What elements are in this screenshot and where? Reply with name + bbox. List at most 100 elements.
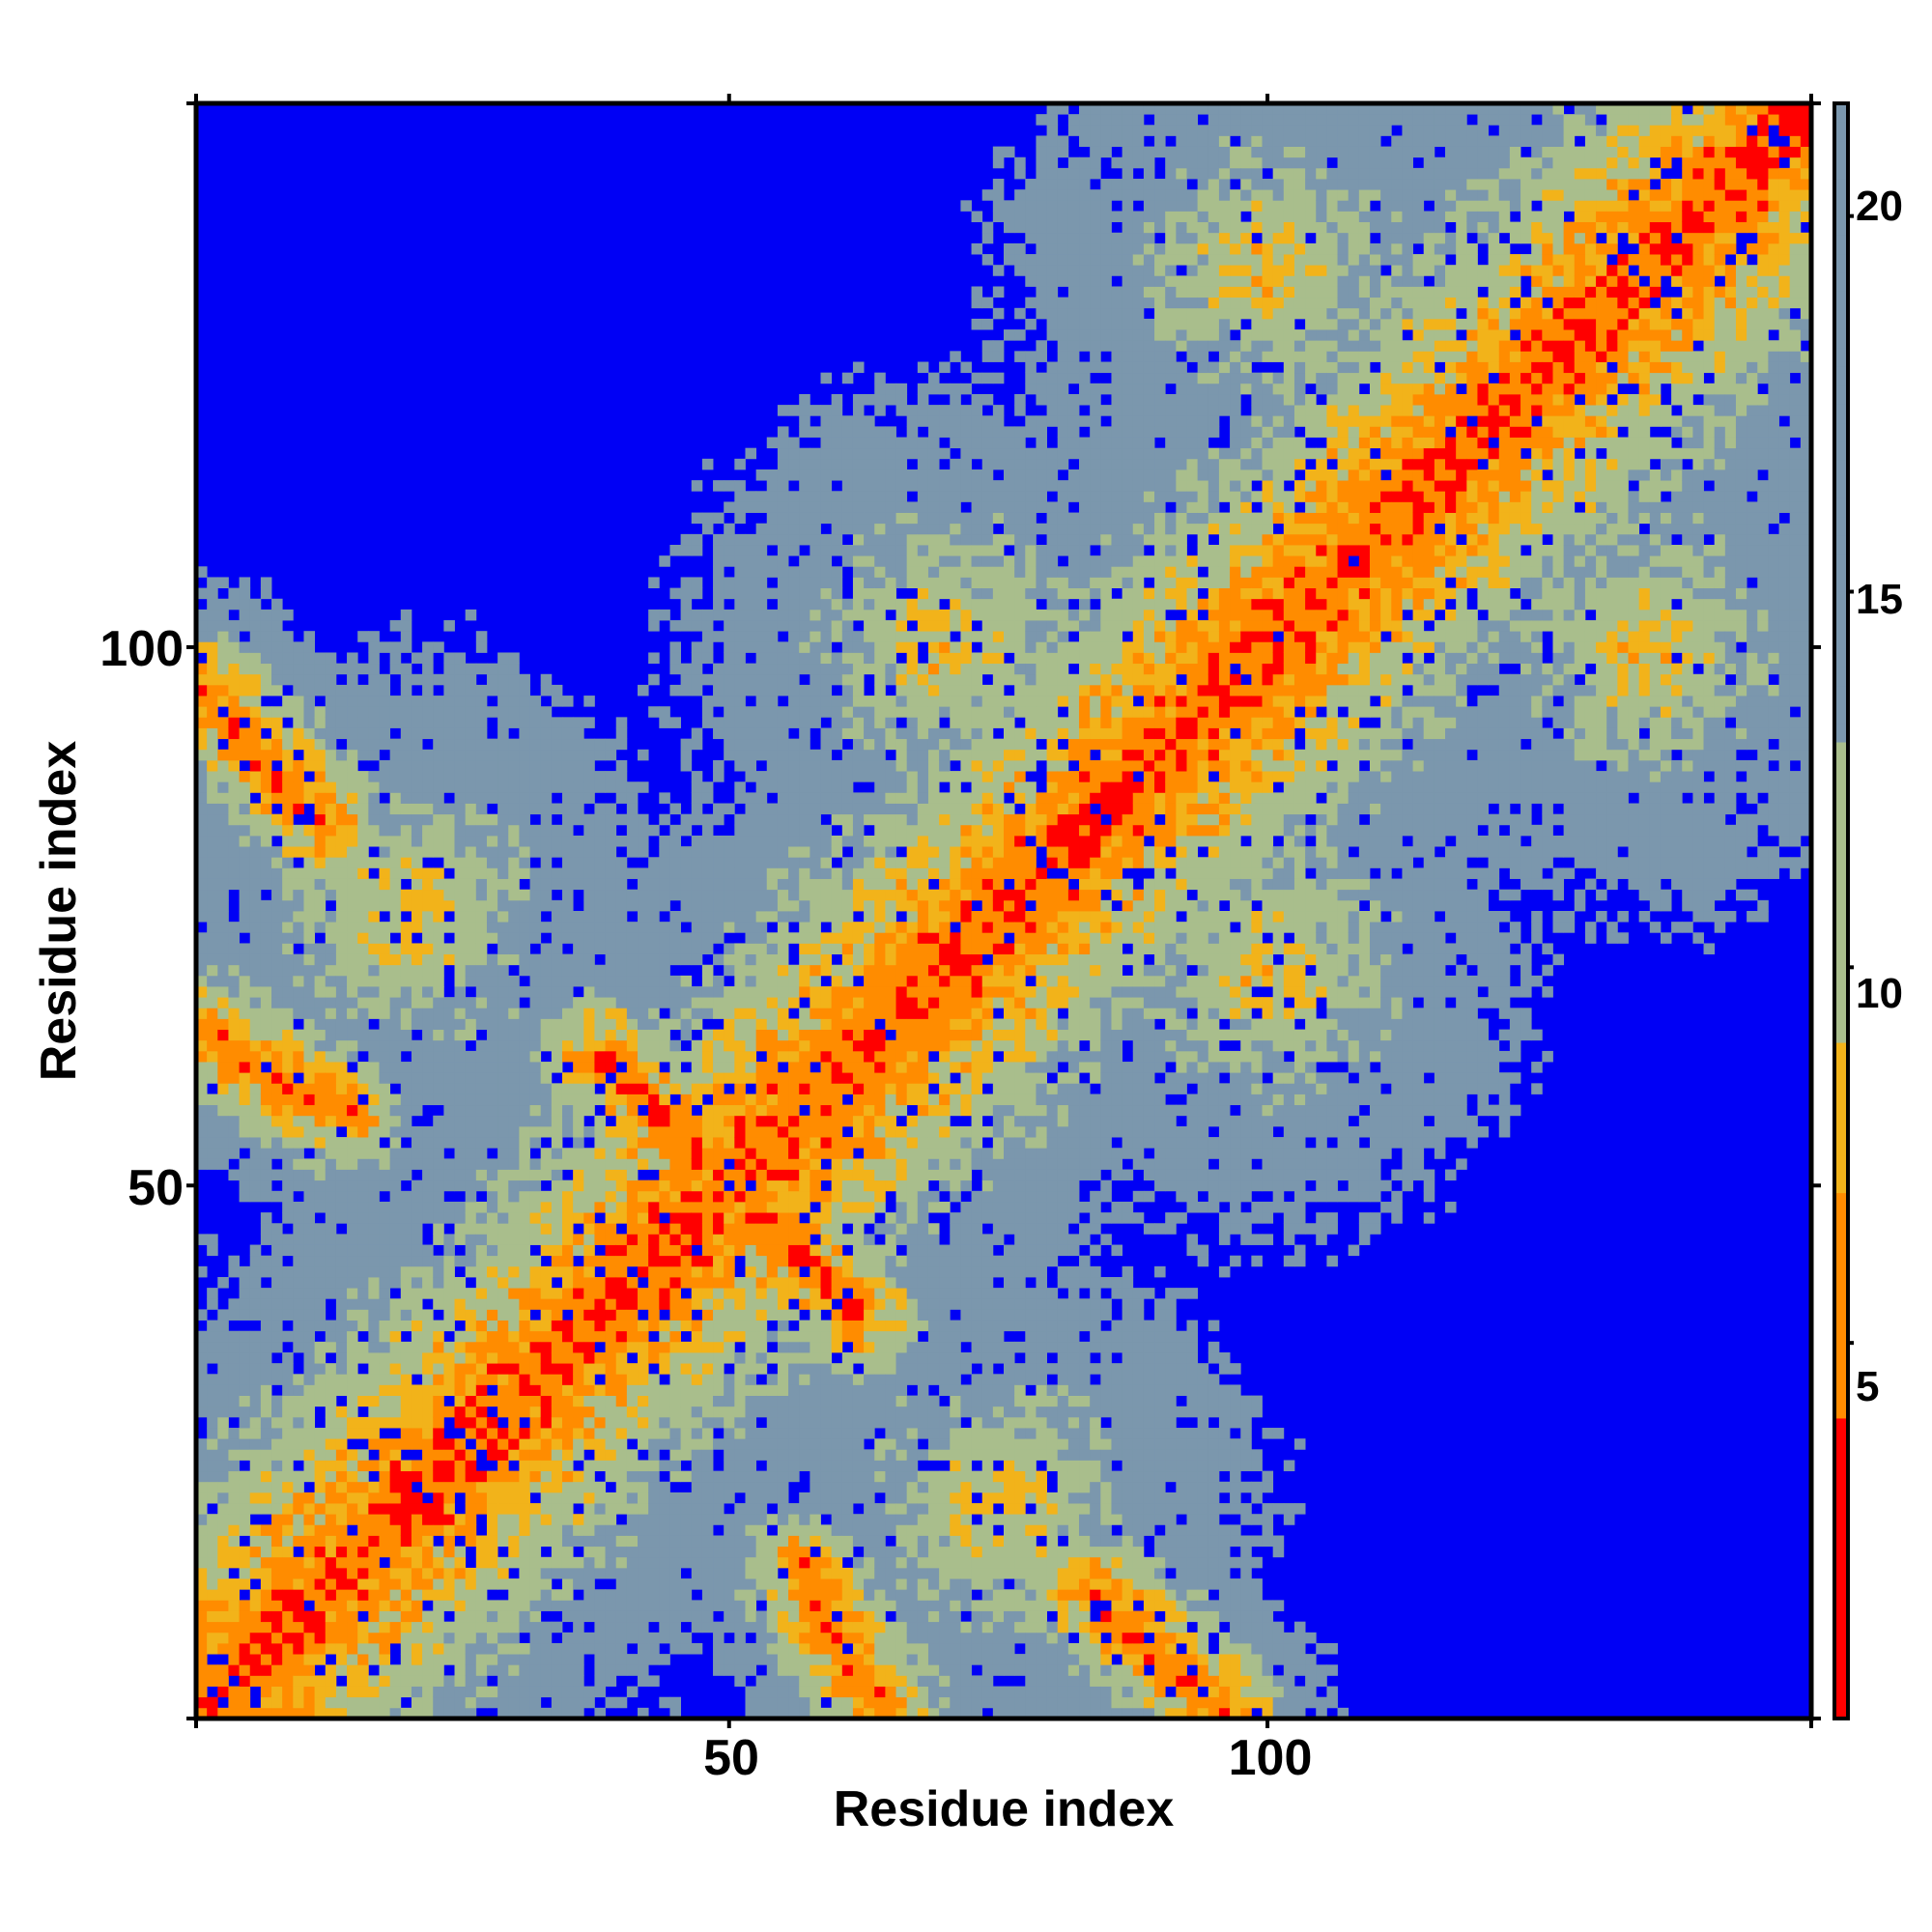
heatmap-cell [249,1524,262,1536]
heatmap-cell [411,1428,423,1439]
heatmap-cell [260,1675,272,1687]
heatmap-cell [347,1125,358,1138]
heatmap-cell [605,986,617,998]
heatmap-cell [713,1008,724,1019]
heatmap-cell [443,1179,455,1192]
heatmap-cell [465,1600,477,1611]
heatmap-cell [282,1039,294,1052]
heatmap-cell [745,1610,757,1623]
heatmap-cell [638,835,649,847]
heatmap-cell [422,1524,434,1536]
heatmap-cell [228,792,240,804]
heatmap-cell [207,1148,218,1159]
heatmap-cell [680,1029,693,1041]
heatmap-cell [519,1137,530,1149]
heatmap-cell [594,1438,606,1450]
heatmap-cell [551,1384,563,1396]
heatmap-cell [454,1621,467,1634]
heatmap-cell [486,1072,498,1084]
heatmap-cell [454,1062,467,1073]
heatmap-cell [669,975,681,987]
heatmap-cell [755,813,768,826]
heatmap-cell [724,1050,735,1063]
heatmap-cell [691,1158,703,1170]
heatmap-cell [561,932,574,944]
heatmap-cell [228,587,240,600]
heatmap-cell [573,1018,584,1031]
heatmap-cell [454,964,467,977]
heatmap-cell [379,1201,391,1213]
heatmap-cell [433,1320,444,1332]
heatmap-cell [303,1169,316,1181]
heatmap-cell [573,1707,584,1719]
heatmap-cell [325,1567,337,1579]
heatmap-cell [282,663,294,675]
heatmap-cell [217,1556,229,1569]
heatmap-cell [422,932,434,944]
heatmap-cell [347,1642,358,1655]
heatmap-cell [594,986,606,998]
heatmap-cell [443,759,455,772]
heatmap-cell [508,1179,520,1192]
heatmap-cell [519,1190,530,1203]
heatmap-cell [400,1352,412,1364]
heatmap-cell [475,641,488,653]
heatmap-cell [519,1395,530,1407]
heatmap-cell [691,1416,703,1429]
heatmap-cell [691,1083,703,1094]
heatmap-cell [745,1621,757,1634]
heatmap-cell [475,1363,488,1375]
heatmap-cell [293,922,304,933]
heatmap-cell [508,1029,520,1041]
heatmap-cell [282,986,294,998]
heatmap-cell [626,1062,639,1073]
heatmap-cell [551,835,563,847]
heatmap-cell [196,771,208,782]
heatmap-cell [724,673,735,686]
heatmap-cell [389,1062,402,1073]
heatmap-cell [508,663,520,675]
heatmap-cell [788,1578,800,1590]
heatmap-cell [379,706,391,718]
heatmap-cell [626,1137,639,1149]
heatmap-cell [303,1008,316,1019]
heatmap-cell [701,523,714,535]
heatmap-cell [605,857,617,868]
heatmap-cell [303,1675,316,1687]
heatmap-cell [400,813,412,826]
heatmap-cell [691,1449,703,1461]
heatmap-cell [303,1309,316,1321]
heatmap-cell [701,1288,714,1299]
heatmap-cell [551,1664,563,1676]
heatmap-cell [540,1072,553,1084]
heatmap-cell [303,1621,316,1634]
heatmap-cell [368,889,380,901]
heatmap-cell [777,1589,789,1601]
heatmap-cell [325,964,337,977]
heatmap-cell [766,824,779,837]
heatmap-cell [357,867,369,879]
heatmap-cell [551,1050,563,1063]
heatmap-cell [594,857,606,868]
heatmap-cell [422,1406,434,1418]
heatmap-cell [400,1621,412,1634]
heatmap-cell [422,1686,434,1698]
heatmap-cell [486,1654,498,1665]
heatmap-cell [433,706,444,718]
heatmap-cell [745,566,757,578]
heatmap-cell [680,684,693,696]
heatmap-cell [648,1148,660,1159]
heatmap-cell [303,1610,316,1623]
heatmap-cell [724,1556,735,1569]
heatmap-cell [271,846,283,858]
heatmap-cell [379,1255,391,1267]
heatmap-cell [207,1470,218,1483]
heatmap-cell [282,1330,294,1343]
heatmap-cell [745,1212,757,1224]
heatmap-cell [282,1104,294,1117]
heatmap-cell [713,835,724,847]
heatmap-cell [777,899,789,912]
heatmap-cell [551,738,563,751]
heatmap-cell [454,975,467,987]
heatmap-cell [551,1104,563,1117]
